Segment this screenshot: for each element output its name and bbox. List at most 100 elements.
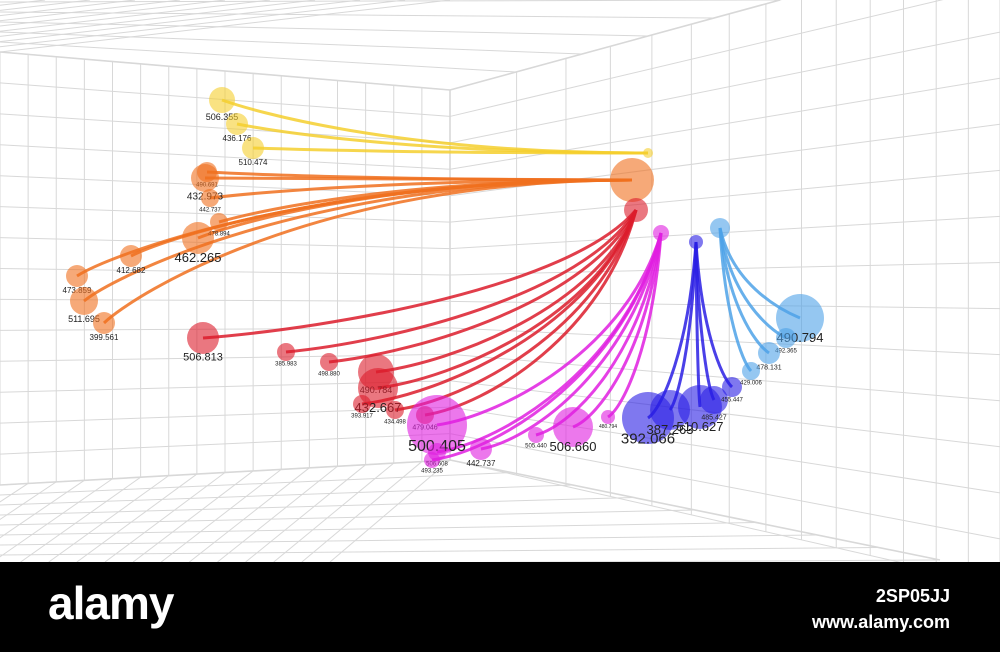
grid-line — [273, 462, 395, 563]
link — [202, 209, 638, 340]
node — [209, 87, 235, 113]
node — [528, 427, 544, 443]
node — [120, 245, 142, 267]
grid-line — [104, 472, 226, 563]
node-label: 392.066 — [621, 430, 675, 447]
grid-line — [449, 459, 941, 561]
node — [601, 410, 615, 424]
grid-line — [0, 0, 316, 37]
hub — [624, 198, 648, 222]
node — [242, 137, 264, 159]
node — [700, 386, 728, 414]
grid-line — [132, 470, 254, 563]
hub — [689, 235, 703, 249]
node — [187, 322, 219, 354]
grid-line — [48, 475, 170, 563]
grid-line — [0, 484, 573, 506]
grid-line — [449, 380, 1000, 448]
grid-line — [449, 0, 944, 117]
link — [535, 232, 663, 437]
link — [102, 178, 633, 325]
node — [353, 395, 371, 413]
hub — [610, 158, 654, 202]
hub — [653, 225, 669, 241]
grid-line — [0, 478, 113, 558]
node-label: 505.440 — [525, 444, 547, 450]
grid-line — [449, 31, 1000, 144]
node-label: 412.682 — [117, 266, 146, 275]
grid-line — [0, 406, 451, 424]
node — [277, 343, 295, 361]
grid-line — [0, 497, 634, 516]
node-label: 462.265 — [175, 250, 222, 265]
grid-line — [0, 0, 781, 3]
node — [470, 438, 492, 460]
link — [361, 209, 638, 406]
node-label: 442.737 — [467, 459, 496, 468]
grid-line — [0, 509, 696, 526]
grid-line — [0, 0, 181, 22]
grid-line — [0, 327, 451, 331]
grid-line — [0, 113, 451, 144]
node-label: 485.427 — [701, 414, 726, 421]
grid-line — [0, 0, 46, 6]
node-label: 387.263 — [647, 422, 694, 437]
node-label: 434.498 — [384, 420, 406, 426]
grid-line — [0, 0, 451, 53]
grid-line — [0, 433, 451, 455]
grid-line — [449, 77, 1000, 170]
node — [553, 407, 593, 447]
grid-line — [0, 472, 512, 496]
grid-line — [0, 31, 583, 55]
node-label: 442.737 — [199, 208, 221, 214]
link — [375, 209, 638, 374]
grid-line — [0, 483, 29, 503]
node-label: 498.880 — [318, 372, 340, 378]
grid-line — [0, 0, 406, 48]
hub — [643, 148, 653, 158]
grid-line — [449, 300, 1000, 310]
node-label: 510.627 — [677, 419, 724, 434]
node — [320, 353, 338, 371]
brand: alamy — [48, 577, 174, 629]
node-label: 478.894 — [208, 232, 230, 238]
node-label: 493.235 — [421, 469, 443, 475]
link — [424, 209, 638, 417]
grid-line — [0, 481, 57, 521]
image-id: 2SP05JJ — [875, 586, 950, 606]
grid-line — [217, 465, 338, 563]
node-label: 478.131 — [756, 364, 781, 371]
link — [221, 98, 649, 155]
node-label: 506.355 — [206, 112, 239, 122]
grid-line — [0, 0, 271, 32]
grid-line — [245, 464, 366, 563]
grid-line — [189, 467, 310, 563]
node — [66, 265, 88, 287]
node-label: 399.561 — [90, 333, 119, 342]
node-label: 393.917 — [351, 414, 373, 420]
node — [93, 312, 115, 334]
node — [776, 328, 796, 348]
grid-line — [0, 11, 715, 19]
grid-line — [0, 547, 879, 556]
node-label: 385.983 — [275, 362, 297, 368]
link — [480, 232, 663, 451]
link — [436, 232, 663, 427]
grid-line — [0, 534, 818, 546]
node — [182, 222, 214, 254]
url: www.alamy.com — [811, 612, 950, 632]
node — [70, 287, 98, 315]
node-label: 455.447 — [721, 398, 743, 404]
grid-line — [0, 0, 361, 43]
node — [386, 401, 404, 419]
node — [407, 395, 467, 455]
node — [226, 113, 248, 135]
grid-line — [449, 327, 1000, 356]
node-label: 480.794 — [599, 424, 617, 430]
node-label: 506.813 — [183, 351, 223, 363]
grid-line — [0, 0, 136, 17]
node-label: 492.365 — [775, 349, 797, 355]
grid-line — [301, 461, 423, 563]
node-label: 436.176 — [223, 134, 252, 143]
